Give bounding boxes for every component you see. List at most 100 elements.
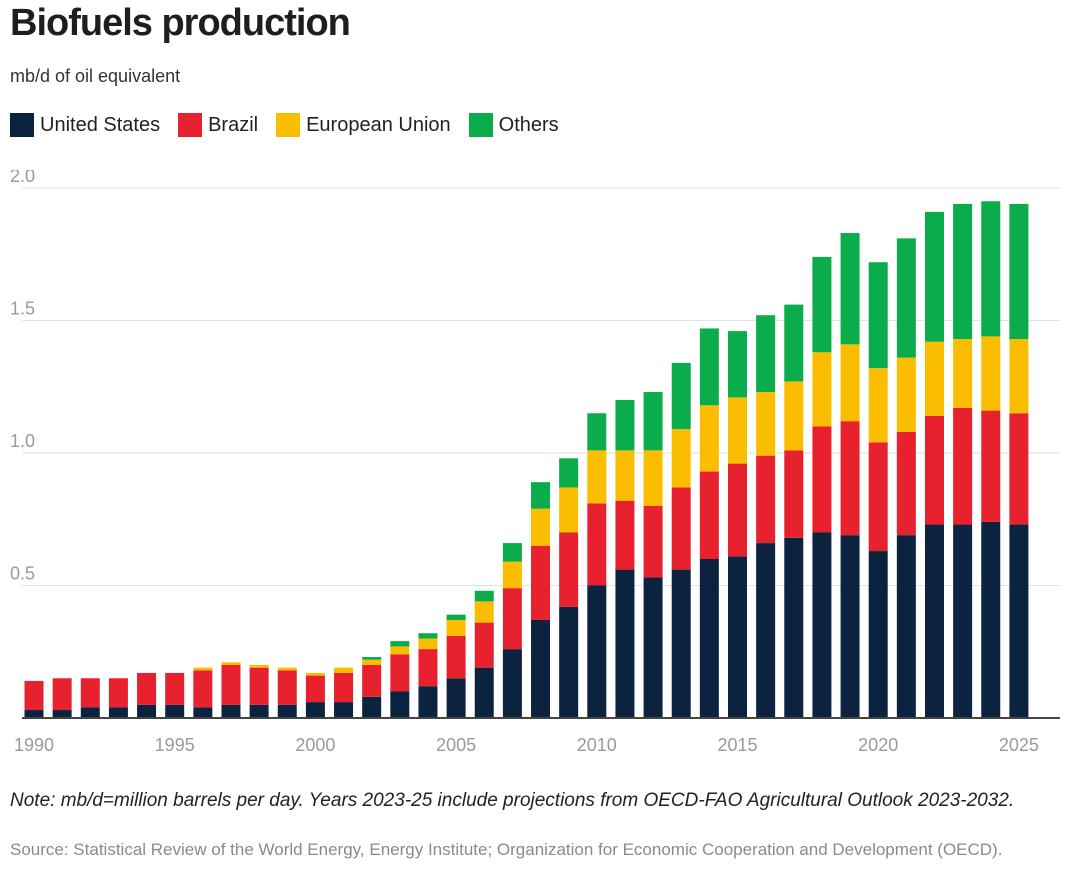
bar-segment-brazil [108, 678, 128, 708]
bar-segment-european-union [1009, 339, 1029, 414]
bar-segment-brazil [390, 654, 410, 692]
x-tick-label: 2005 [436, 735, 476, 755]
bar-segment-brazil [728, 463, 747, 557]
bar-segment-united-states [1009, 524, 1029, 718]
bar-segment-united-states [108, 707, 128, 718]
y-tick-label: 1.5 [10, 299, 35, 319]
bar-segment-united-states [981, 521, 1001, 718]
bar-segment-others [981, 201, 1001, 337]
legend-item-european-union: European Union [276, 113, 451, 137]
bar-segment-european-union [868, 368, 888, 443]
bar-segment-brazil [193, 670, 213, 708]
bar-segment-united-states [671, 569, 691, 718]
chart-source: Source: Statistical Review of the World … [10, 840, 1003, 859]
bar-segment-others [728, 331, 747, 398]
bar-segment-others [953, 203, 973, 340]
bar-segment-others [446, 614, 466, 620]
bar-segment-others [699, 328, 719, 406]
legend: United States Brazil European Union Othe… [10, 113, 577, 137]
bar-segment-brazil [784, 450, 804, 538]
bar-segment-united-states [868, 551, 888, 718]
bar-segment-others [418, 633, 438, 639]
x-tick-label: 2000 [295, 735, 335, 755]
bar-segment-united-states [840, 535, 860, 718]
bar-segment-european-union [953, 339, 973, 408]
x-tick-label: 1990 [14, 735, 54, 755]
bar-segment-brazil [840, 421, 860, 536]
bar-segment-brazil [418, 649, 438, 687]
bar-segment-european-union [643, 450, 663, 506]
bar-segment-brazil [334, 672, 354, 703]
bar-segment-others [784, 304, 804, 382]
y-tick-label: 0.5 [10, 564, 35, 584]
bar-segment-united-states [531, 619, 551, 718]
bar-segment-brazil [671, 487, 691, 570]
bar-segment-united-states [362, 696, 382, 718]
bar-segment-brazil [80, 678, 100, 708]
bar-segment-brazil [249, 667, 269, 705]
bar-segment-others [896, 238, 916, 358]
bar-segment-european-union [812, 352, 832, 427]
bar-segment-european-union [334, 667, 354, 673]
bar-segment-others [1009, 203, 1029, 340]
bar-segment-united-states [221, 704, 241, 718]
bar-segment-european-union [531, 508, 551, 546]
x-tick-label: 1995 [155, 735, 195, 755]
bar-segment-brazil [137, 672, 157, 705]
bar-segment-brazil [1009, 413, 1029, 525]
bar-segment-united-states [193, 707, 213, 718]
bar-segment-united-states [418, 686, 438, 718]
bar-segment-others [531, 482, 551, 509]
bar-segment-brazil [165, 672, 185, 705]
bar-segment-others [756, 315, 776, 393]
bar-segment-brazil [699, 471, 719, 559]
legend-item-others: Others [468, 113, 559, 137]
bar-segment-european-union [474, 601, 494, 623]
legend-swatch-european-union [276, 113, 301, 137]
bar-segment-others [587, 413, 607, 451]
bar-segment-european-union [728, 397, 747, 464]
bar-segment-brazil [24, 680, 44, 711]
bar-segment-united-states [165, 704, 185, 718]
bar-segment-united-states [953, 524, 973, 718]
bar-segment-others [924, 211, 944, 342]
bar-segment-united-states [812, 532, 832, 718]
bar-segment-european-union [277, 667, 297, 671]
bar-segment-european-union [699, 405, 719, 472]
bar-segment-others [502, 543, 522, 562]
bar-segment-united-states [756, 543, 776, 718]
bar-segment-united-states [390, 691, 410, 718]
bar-segment-brazil [924, 415, 944, 525]
bar-segment-european-union [446, 619, 466, 636]
legend-item-united-states: United States [10, 113, 160, 137]
bar-segment-others [812, 256, 832, 353]
bar-segment-united-states [474, 667, 494, 718]
bar-segment-brazil [474, 622, 494, 668]
bar-segment-others [868, 262, 888, 369]
bar-segment-united-states [305, 702, 325, 718]
bar-segment-brazil [896, 431, 916, 536]
legend-label-european-union: European Union [306, 113, 451, 136]
bar-segment-united-states [559, 606, 579, 718]
bar-segment-brazil [756, 455, 776, 544]
legend-swatch-united-states [10, 113, 34, 137]
legend-label-united-states: United States [40, 113, 161, 136]
x-tick-label: 2020 [858, 735, 898, 755]
bar-segment-united-states [249, 704, 269, 718]
bar-segment-brazil [305, 675, 325, 703]
bar-segment-brazil [221, 665, 241, 705]
bar-segment-european-union [418, 638, 438, 650]
bar-segment-brazil [587, 503, 607, 586]
bar-segment-united-states [334, 702, 354, 718]
bar-segment-united-states [728, 556, 747, 718]
chart-subtitle: mb/d of oil equivalent [10, 66, 181, 86]
bar-segment-others [474, 590, 494, 602]
bar-segment-european-union [502, 561, 522, 589]
bar-segment-european-union [756, 392, 776, 456]
bar-segment-united-states [784, 537, 804, 718]
bar-segment-european-union [221, 662, 241, 665]
bar-segment-european-union [615, 450, 635, 501]
bar-segment-brazil [502, 588, 522, 650]
bar-segment-united-states [80, 707, 100, 718]
bar-segment-united-states [52, 710, 72, 718]
